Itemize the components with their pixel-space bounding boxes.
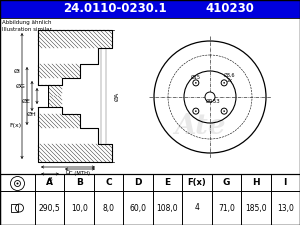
Circle shape	[221, 108, 227, 114]
Text: 24.0110-0230.1: 24.0110-0230.1	[63, 2, 167, 16]
Text: 4: 4	[194, 203, 200, 212]
Bar	[11, 204, 17, 212]
Text: C: C	[105, 178, 112, 187]
Text: 290,5: 290,5	[39, 203, 61, 212]
Text: Ø8,6: Ø8,6	[224, 72, 236, 77]
Circle shape	[193, 80, 199, 86]
Bar	[0, 174, 300, 225]
Text: 2x: 2x	[227, 77, 233, 83]
Circle shape	[205, 92, 215, 102]
Text: Ate: Ate	[174, 113, 226, 140]
Circle shape	[16, 182, 19, 184]
Text: 13,0: 13,0	[277, 203, 294, 212]
Text: B: B	[76, 178, 82, 187]
Text: 8,0: 8,0	[103, 203, 115, 212]
Text: ØA: ØA	[115, 91, 120, 101]
Text: ØH: ØH	[26, 112, 36, 117]
Circle shape	[223, 82, 225, 84]
Text: 410230: 410230	[206, 2, 254, 16]
Text: B: B	[48, 177, 52, 182]
Bar	[37, 85, 48, 107]
Text: H: H	[252, 178, 260, 187]
Circle shape	[221, 80, 227, 86]
Circle shape	[223, 110, 225, 112]
Text: D: D	[134, 178, 142, 187]
Text: D: D	[66, 170, 70, 175]
Text: 60,0: 60,0	[130, 203, 147, 212]
Text: I: I	[284, 178, 287, 187]
Bar	[0, 0, 300, 18]
Circle shape	[195, 82, 197, 84]
Text: 108,0: 108,0	[157, 203, 178, 212]
Text: E: E	[164, 178, 171, 187]
Text: ØI: ØI	[14, 68, 21, 74]
Text: ØE: ØE	[22, 99, 31, 104]
Text: 71,0: 71,0	[218, 203, 235, 212]
Text: ØG: ØG	[16, 83, 26, 88]
Circle shape	[193, 108, 199, 114]
Text: F(x): F(x)	[188, 178, 206, 187]
Text: C (MTH): C (MTH)	[69, 171, 91, 176]
Text: Ø15: Ø15	[191, 74, 201, 79]
Text: G: G	[223, 178, 230, 187]
Text: F(x): F(x)	[9, 124, 21, 128]
Circle shape	[195, 110, 197, 112]
Text: 10,0: 10,0	[71, 203, 88, 212]
Text: Abbildung ähnlich
Illustration similar: Abbildung ähnlich Illustration similar	[2, 20, 52, 32]
Text: Ø153: Ø153	[206, 99, 220, 104]
Text: A: A	[46, 178, 53, 187]
Text: 185,0: 185,0	[245, 203, 267, 212]
